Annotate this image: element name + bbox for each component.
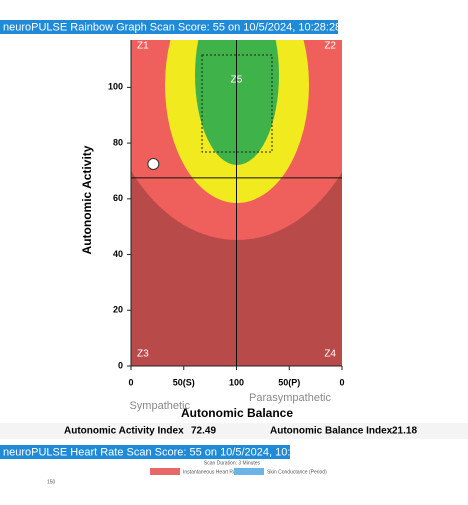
y-tick-label: 0 (118, 360, 123, 370)
zone-label: Z4 (324, 349, 336, 360)
y-axis-label: Autonomic Activity (80, 145, 94, 254)
y-tick-label: 100 (108, 82, 123, 92)
title-banner (0, 20, 338, 34)
index-value: 21.18 (392, 426, 417, 437)
legend-swatch (150, 468, 180, 475)
scan-point (147, 158, 160, 171)
index-row (0, 423, 468, 439)
zone-label: Z2 (324, 41, 336, 52)
title-banner (0, 445, 290, 459)
chart-subtitle: Scan Duration: 3 Minutes (204, 460, 261, 466)
index-label: Autonomic Balance Index (270, 426, 393, 437)
y-tick-label: 80 (113, 137, 123, 147)
x-tick-label: 0 (339, 377, 344, 387)
x-axis-label: Autonomic Balance (181, 406, 293, 420)
zone-label: Z1 (137, 41, 149, 52)
y-tick-label: 60 (113, 193, 123, 203)
legend-label: Instantaneous Heart Rate (183, 469, 240, 475)
x-tick-label: 50(S) (173, 377, 195, 387)
x-tick-label: 0 (128, 377, 133, 387)
x-tick-label: 50(P) (278, 377, 300, 387)
index-label: Autonomic Activity Index (64, 426, 184, 437)
y-tick-label: 40 (113, 249, 123, 259)
x-tick-label: 100 (229, 377, 244, 387)
legend-swatch (234, 468, 264, 475)
y-tick-label: 20 (113, 305, 123, 315)
x-sublabel: Sympathetic (129, 400, 190, 412)
legend-label: Skin Conductance (Period) (267, 469, 327, 475)
chart-title: neuroPULSE Rainbow Graph Scan Score: 55 … (3, 21, 360, 33)
zone-label: Z3 (137, 349, 149, 360)
index-value: 72.49 (191, 426, 216, 437)
y-tick-label: 150 (47, 479, 56, 485)
x-sublabel: Parasympathetic (249, 392, 331, 404)
chart-title: neuroPULSE Heart Rate Scan Score: 55 on … (3, 446, 337, 458)
